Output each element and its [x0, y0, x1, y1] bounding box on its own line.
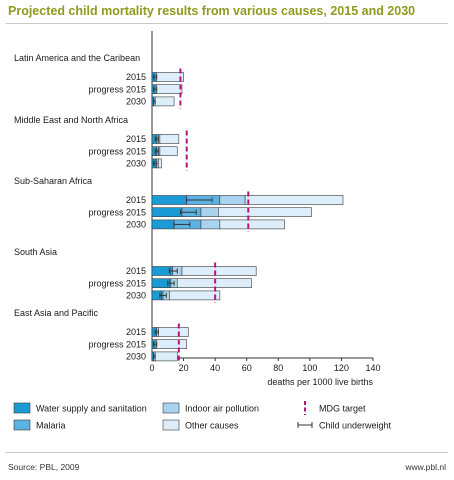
legend-label: MDG target	[319, 403, 366, 413]
row-label: 2030	[126, 220, 146, 230]
bar-segment-other	[158, 158, 162, 169]
row-label: progress 2015	[88, 146, 146, 156]
bar-segment-other	[156, 84, 183, 94]
bar-segment-other	[158, 327, 189, 337]
legend: Water supply and sanitation Malaria Indoor…	[13, 401, 392, 431]
title-rule	[6, 23, 448, 24]
legend-label: Other causes	[185, 420, 239, 430]
bar-segment-water	[151, 219, 175, 230]
legend-label: Child underweight	[319, 420, 392, 430]
legend-swatch-other	[162, 419, 180, 431]
row-label: progress 2015	[88, 207, 146, 217]
row-label: 2015	[126, 134, 146, 144]
row-label: 2015	[126, 327, 146, 337]
footer-rule	[6, 452, 448, 453]
row-label: 2015	[126, 195, 146, 205]
row-label: 2015	[126, 266, 146, 276]
row-label: 2030	[126, 352, 146, 362]
bar-segment-other	[169, 290, 221, 301]
bar-segment-other	[154, 96, 175, 107]
region-label: Sub-Saharan Africa	[14, 176, 92, 186]
legend-label: Indoor air pollution	[185, 403, 259, 413]
legend-label: Malaria	[36, 420, 66, 430]
x-axis-label: deaths per 1000 live births	[267, 377, 373, 387]
legend-swatch-water	[13, 402, 31, 414]
x-tick-label: 0	[149, 363, 154, 373]
plot-area: 0 20 40 60 80 100 120 140 deaths per 1000 live b…	[14, 31, 381, 387]
bar-segment-indoor	[200, 219, 221, 230]
source-note: Source: PBL, 2009	[8, 462, 80, 472]
region-label: East Asia and Pacific	[14, 308, 99, 318]
bar-segment-other	[181, 266, 257, 276]
chart-title: Projected child mortality results from v…	[8, 4, 416, 18]
x-tick-label: 80	[273, 363, 283, 373]
region-label: South Asia	[14, 247, 57, 257]
bar-segment-other	[156, 339, 188, 350]
site-url: www.pbl.nl	[405, 462, 446, 472]
bar-segment-water	[151, 266, 172, 276]
legend-label: Water supply and sanitation	[36, 403, 147, 413]
x-tick-label: 60	[242, 363, 252, 373]
bar-segment-water	[151, 207, 183, 217]
bar-segment-indoor	[219, 195, 246, 205]
row-label: 2030	[126, 97, 146, 107]
bar-segment-other	[159, 146, 178, 156]
legend-swatch-indoor	[162, 402, 180, 414]
bar-segment-other	[244, 195, 344, 205]
region-label: Middle East and North Africa	[14, 115, 128, 125]
bar-segment-other	[159, 134, 180, 144]
x-tick-label: 120	[334, 363, 349, 373]
row-label: 2030	[126, 159, 146, 169]
x-tick-label: 20	[179, 363, 189, 373]
x-tick-label: 140	[365, 363, 380, 373]
bar-segment-water	[151, 278, 170, 289]
region-label: Latin America and the Caribean	[14, 53, 140, 63]
bar-segment-other	[218, 207, 312, 217]
bar-segment-indoor	[200, 207, 219, 217]
legend-swatch-malaria	[13, 419, 31, 431]
x-tick-label: 100	[302, 363, 317, 373]
row-label: progress 2015	[88, 339, 146, 349]
row-label: progress 2015	[88, 84, 146, 94]
row-label: 2030	[126, 291, 146, 301]
bar-segment-water	[151, 195, 188, 205]
row-label: 2015	[126, 72, 146, 82]
bar-segment-other	[219, 219, 285, 230]
row-label: progress 2015	[88, 278, 146, 288]
x-tick-label: 40	[210, 363, 220, 373]
bar-segment-other	[154, 351, 178, 362]
